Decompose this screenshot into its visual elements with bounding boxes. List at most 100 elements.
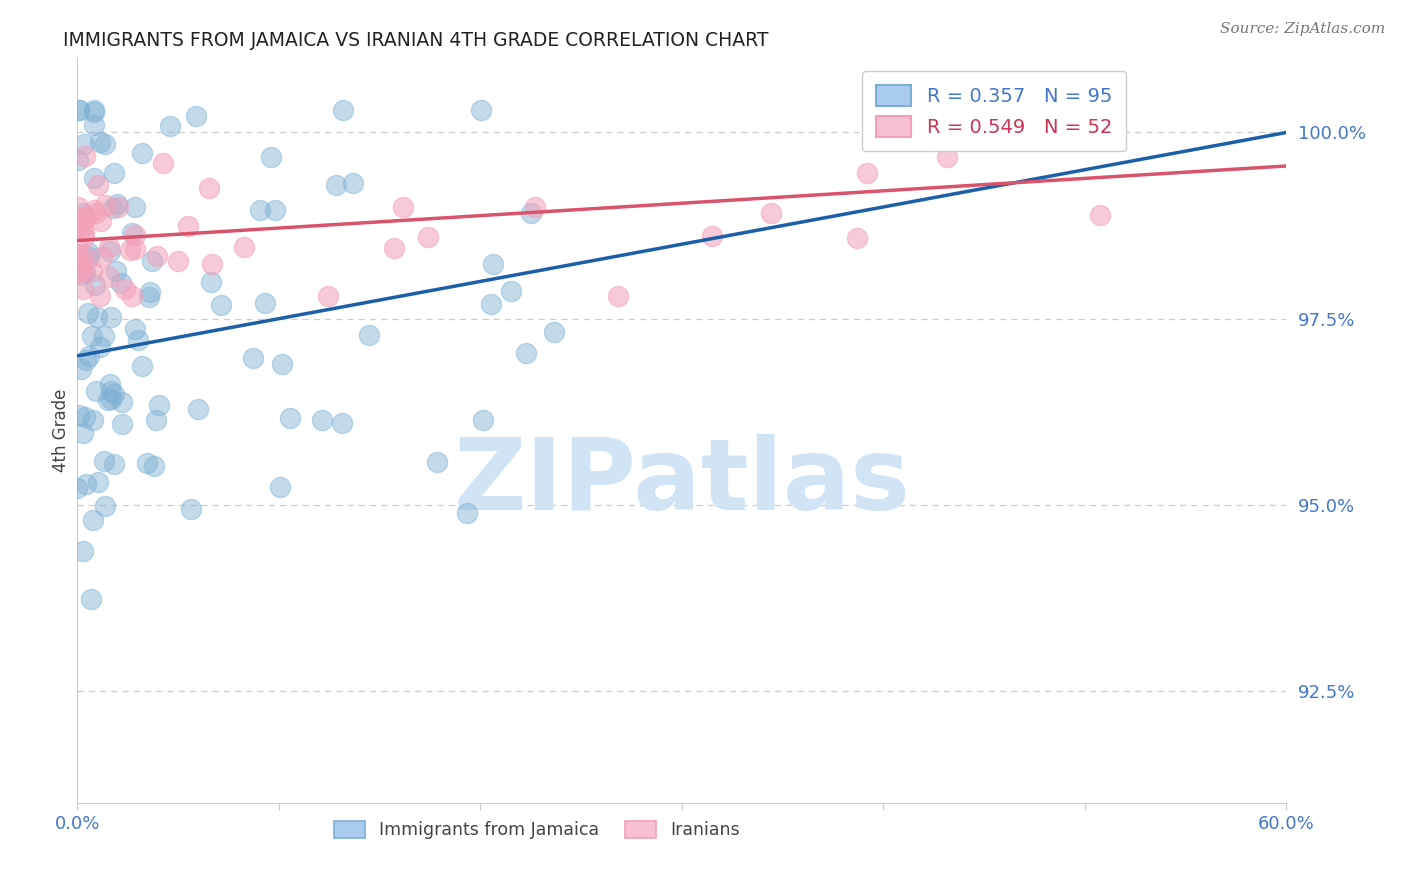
- Point: [515, 346, 537, 360]
- Point: [84, 206, 107, 220]
- Point: [184, 109, 207, 123]
- Point: [87, 178, 110, 192]
- Point: [72, 282, 94, 296]
- Point: [107, 200, 129, 214]
- Point: [177, 219, 200, 233]
- Point: [67, 408, 90, 422]
- Point: [89, 289, 111, 303]
- Point: [198, 180, 221, 194]
- Point: [209, 298, 232, 312]
- Point: [141, 253, 163, 268]
- Point: [187, 402, 209, 417]
- Point: [180, 502, 202, 516]
- Point: [543, 326, 565, 340]
- Point: [73, 149, 96, 163]
- Point: [67, 103, 90, 117]
- Point: [79, 349, 101, 363]
- Point: [471, 412, 494, 426]
- Point: [83, 170, 105, 185]
- Point: [104, 264, 127, 278]
- Point: [83, 118, 105, 132]
- Point: [69, 268, 91, 282]
- Point: [84, 277, 107, 292]
- Point: [1090, 208, 1112, 222]
- Point: [66, 481, 89, 495]
- Point: [416, 229, 439, 244]
- Point: [138, 290, 160, 304]
- Point: [269, 480, 291, 494]
- Point: [97, 240, 120, 254]
- Point: [103, 387, 125, 401]
- Point: [131, 146, 153, 161]
- Point: [470, 103, 492, 117]
- Point: [311, 413, 333, 427]
- Point: [72, 425, 94, 440]
- Point: [481, 257, 503, 271]
- Point: [100, 384, 122, 398]
- Point: [84, 384, 107, 398]
- Point: [82, 413, 104, 427]
- Point: [201, 257, 224, 271]
- Point: [70, 221, 93, 235]
- Point: [66, 219, 89, 234]
- Point: [66, 213, 89, 227]
- Point: [100, 310, 122, 325]
- Point: [94, 136, 117, 151]
- Point: [72, 543, 94, 558]
- Point: [278, 411, 301, 425]
- Point: [87, 475, 110, 489]
- Point: [936, 150, 959, 164]
- Point: [499, 284, 522, 298]
- Point: [124, 242, 146, 256]
- Point: [110, 276, 132, 290]
- Point: [606, 289, 628, 303]
- Point: [90, 250, 112, 264]
- Point: [93, 329, 115, 343]
- Point: [73, 210, 96, 224]
- Point: [72, 229, 94, 244]
- Point: [67, 200, 90, 214]
- Point: [80, 329, 103, 343]
- Point: [66, 265, 89, 279]
- Point: [77, 250, 100, 264]
- Point: [90, 213, 112, 227]
- Point: [70, 262, 93, 277]
- Point: [325, 178, 347, 192]
- Point: [114, 282, 136, 296]
- Text: IMMIGRANTS FROM JAMAICA VS IRANIAN 4TH GRADE CORRELATION CHART: IMMIGRANTS FROM JAMAICA VS IRANIAN 4TH G…: [63, 31, 769, 50]
- Point: [124, 322, 146, 336]
- Point: [332, 103, 354, 117]
- Point: [73, 225, 96, 239]
- Point: [392, 201, 415, 215]
- Point: [100, 392, 122, 406]
- Point: [263, 202, 285, 217]
- Point: [143, 459, 166, 474]
- Text: Source: ZipAtlas.com: Source: ZipAtlas.com: [1219, 22, 1385, 37]
- Point: [131, 359, 153, 374]
- Point: [342, 176, 364, 190]
- Point: [67, 103, 90, 117]
- Point: [103, 166, 125, 180]
- Point: [111, 395, 134, 409]
- Point: [318, 289, 340, 303]
- Point: [148, 398, 170, 412]
- Point: [93, 454, 115, 468]
- Point: [94, 197, 117, 211]
- Point: [75, 353, 97, 368]
- Y-axis label: 4th Grade: 4th Grade: [52, 389, 70, 472]
- Point: [72, 206, 94, 220]
- Point: [761, 206, 783, 220]
- Legend: Immigrants from Jamaica, Iranians: Immigrants from Jamaica, Iranians: [326, 814, 747, 847]
- Point: [75, 477, 97, 491]
- Point: [166, 254, 188, 268]
- Point: [80, 592, 103, 607]
- Point: [270, 357, 292, 371]
- Point: [67, 247, 90, 261]
- Point: [254, 295, 277, 310]
- Point: [200, 275, 222, 289]
- Point: [83, 202, 105, 217]
- Point: [69, 362, 91, 376]
- Point: [456, 506, 478, 520]
- Point: [89, 135, 111, 149]
- Point: [77, 305, 100, 319]
